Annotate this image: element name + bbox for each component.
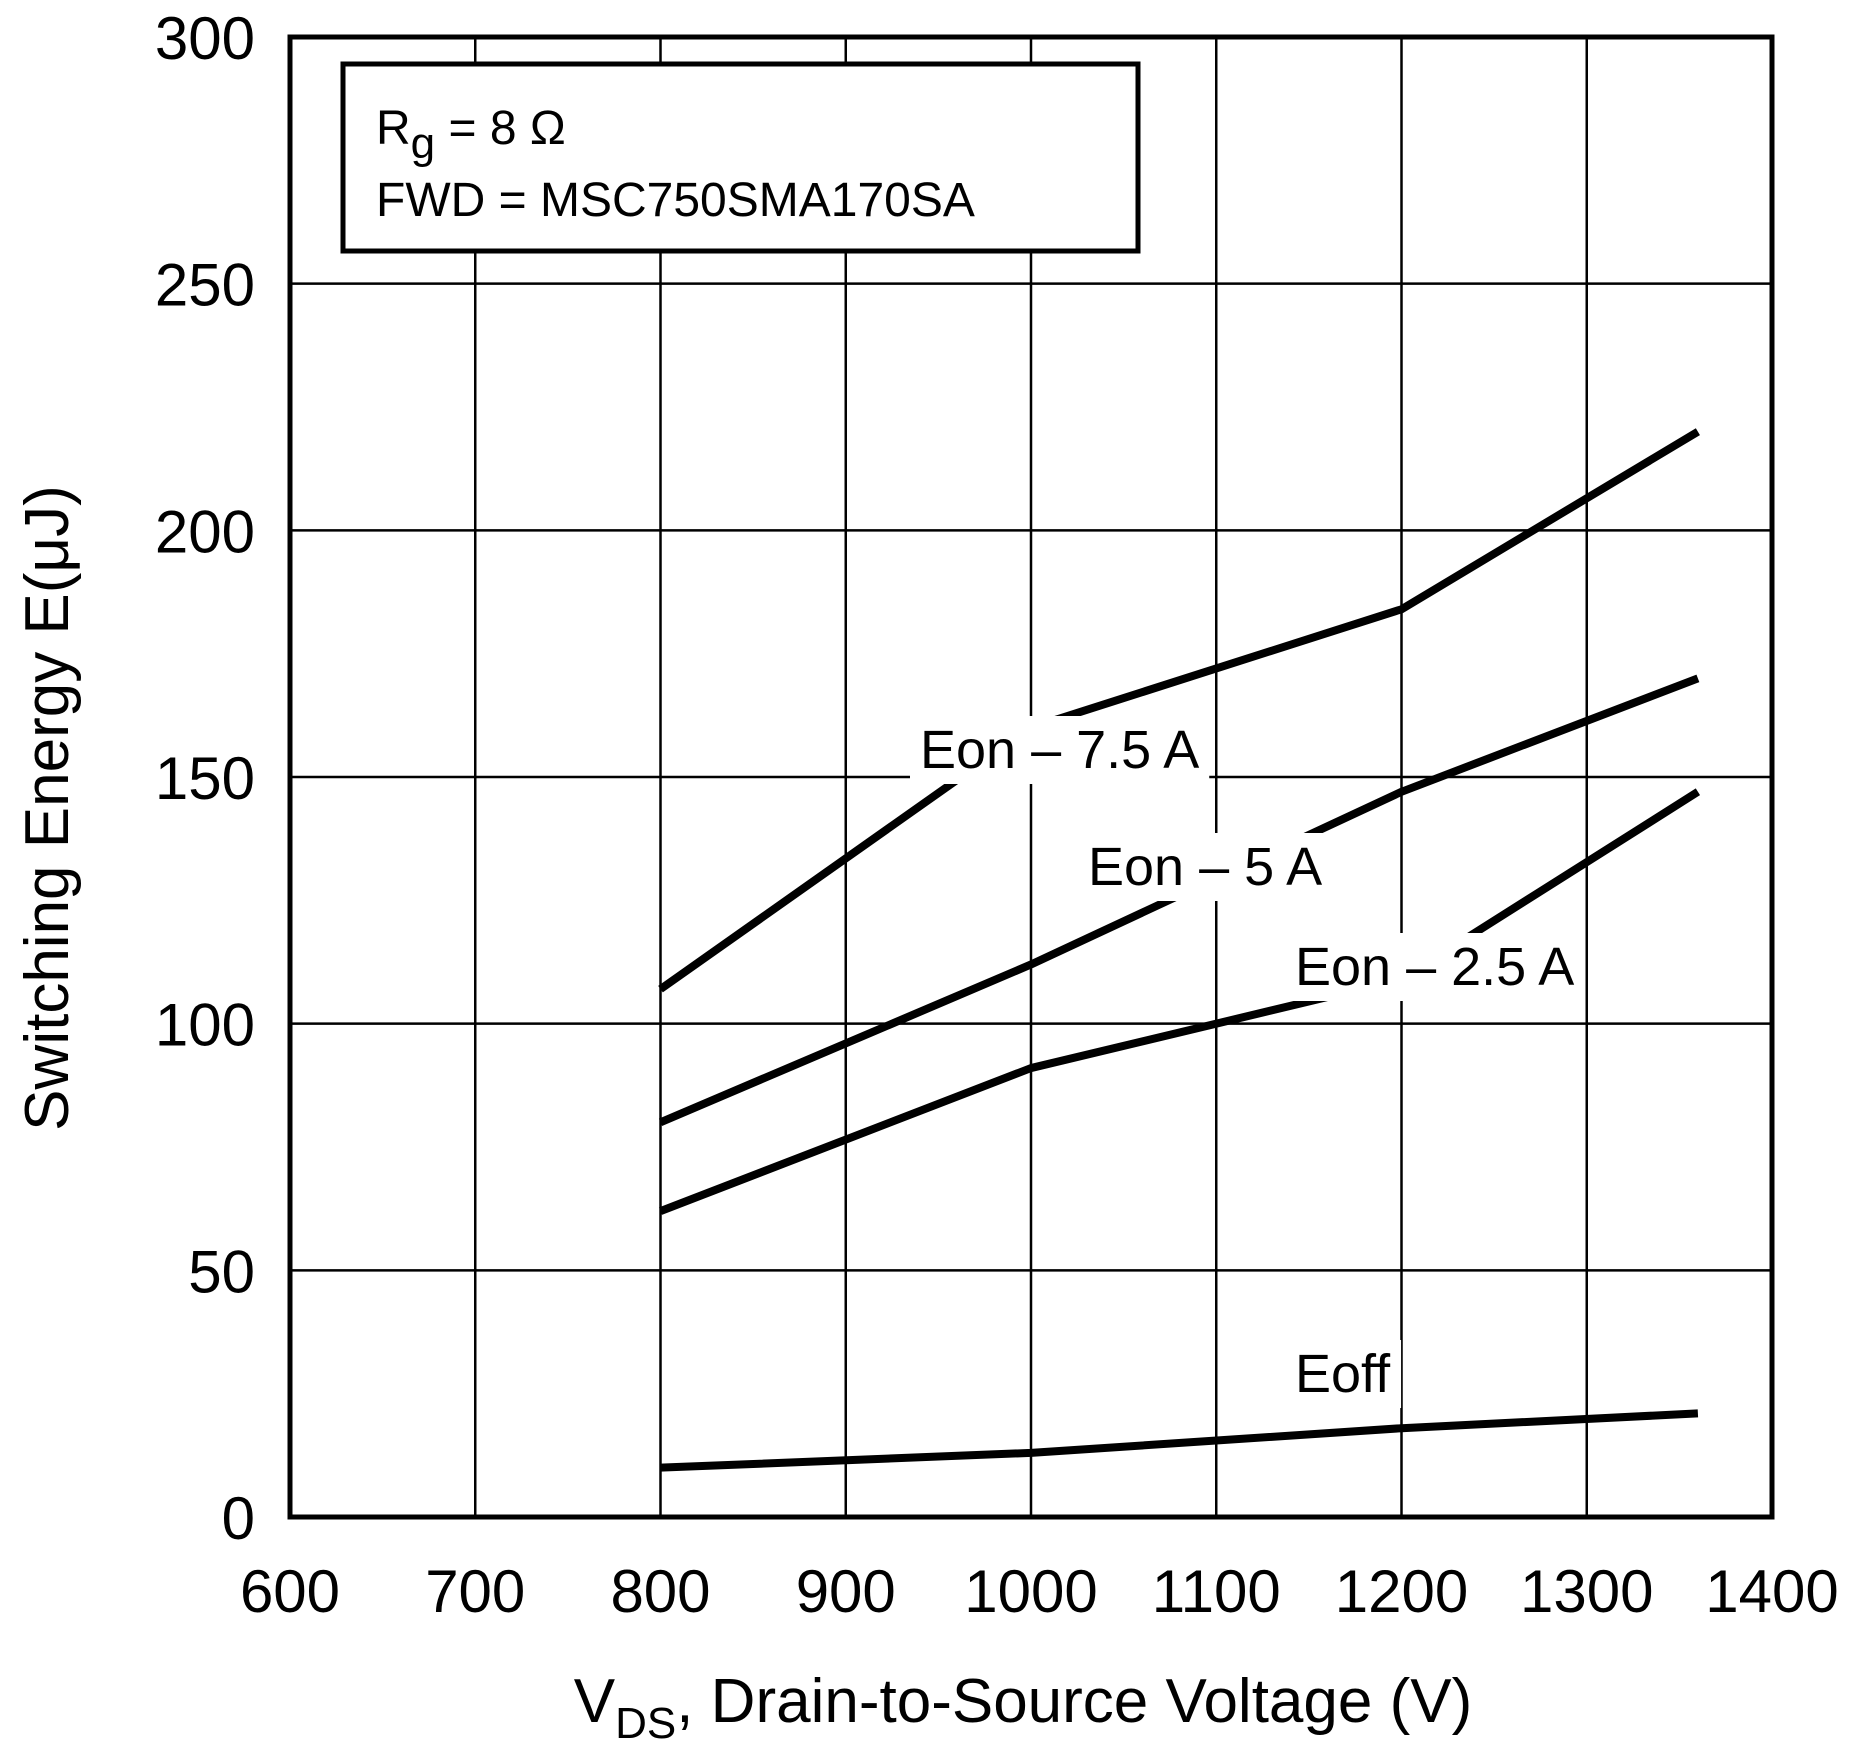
legend-fwd: FWD = MSC750SMA170SA [376, 174, 975, 227]
series-label-bg-2 [1285, 933, 1585, 1001]
y-tick-label: 200 [155, 498, 255, 565]
x-tick-label: 1400 [1705, 1558, 1838, 1625]
x-tick-label: 1200 [1335, 1558, 1468, 1625]
series-label-bg-0 [910, 716, 1210, 784]
series-line-2 [659, 788, 1701, 1215]
y-tick-label: 250 [155, 252, 255, 319]
y-tick-label: 50 [188, 1238, 255, 1305]
legend-frame [340, 61, 1141, 254]
x-tick-label: 600 [240, 1558, 340, 1625]
x-tick-label: 1300 [1520, 1558, 1653, 1625]
x-tick-label: 800 [610, 1558, 710, 1625]
series-label-2: Eon – 2.5 A [1295, 937, 1574, 997]
y-tick-label: 300 [155, 5, 255, 72]
x-tick-label: 900 [796, 1558, 896, 1625]
series-label-bg-3 [1285, 1340, 1402, 1408]
y-tick-label: 0 [222, 1485, 255, 1552]
x-tick-label: 700 [425, 1558, 525, 1625]
series-line-3 [660, 1409, 1699, 1472]
y-tick-label: 100 [155, 992, 255, 1059]
series-label-bg-1 [1078, 833, 1333, 901]
series-label-0: Eon – 7.5 A [920, 720, 1199, 780]
y-tick-labels: 0 50 100 150 200 250 300 [155, 5, 255, 1552]
x-axis-title: VDS, Drain-to-Source Voltage (V) [574, 1667, 1473, 1748]
series-labels: Eon – 7.5 A Eon – 5 A Eon – 2.5 A Eoff [910, 716, 1585, 1408]
legend-rg: Rg = 8 Ω [376, 102, 566, 168]
x-tick-labels: 600 700 800 900 1000 1100 1200 1300 1400 [240, 1558, 1839, 1625]
series-line-0 [658, 428, 1700, 993]
x-tick-label: 1000 [964, 1558, 1097, 1625]
series-label-3: Eoff [1295, 1344, 1391, 1404]
x-tick-label: 1100 [1152, 1558, 1281, 1625]
plot-frame [287, 34, 1775, 1520]
legend-box: Rg = 8 Ω FWD = MSC750SMA170SA [340, 61, 1141, 254]
y-axis-title: Switching Energy E(μJ) [13, 485, 82, 1131]
y-tick-label: 150 [155, 745, 255, 812]
series-label-1: Eon – 5 A [1088, 837, 1322, 897]
